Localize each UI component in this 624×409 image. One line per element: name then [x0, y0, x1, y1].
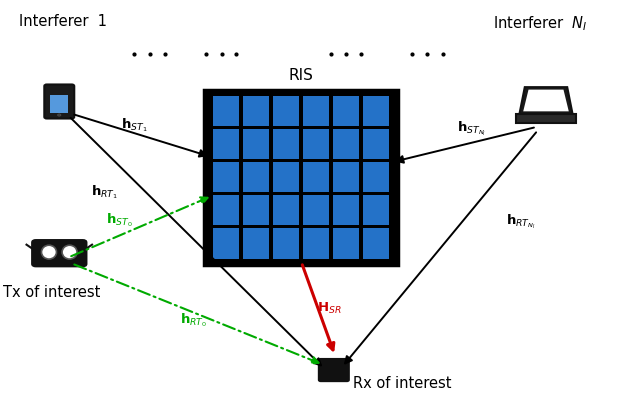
Bar: [333, 196, 359, 226]
Text: Interferer  1: Interferer 1: [19, 14, 107, 29]
Text: $\mathbf{h}_{ST_{N_I}}$: $\mathbf{h}_{ST_{N_I}}$: [457, 119, 485, 138]
Bar: [243, 130, 269, 160]
Text: $\mathbf{h}_{RT_{N_I}}$: $\mathbf{h}_{RT_{N_I}}$: [506, 211, 536, 230]
Bar: [333, 97, 359, 127]
Ellipse shape: [62, 245, 77, 259]
Text: RIS: RIS: [289, 68, 314, 83]
Text: $\mathbf{h}_{RT_1}$: $\mathbf{h}_{RT_1}$: [91, 184, 119, 201]
Bar: [273, 163, 299, 193]
FancyBboxPatch shape: [32, 240, 86, 267]
Bar: [303, 229, 329, 259]
Bar: [213, 97, 239, 127]
Bar: [204, 91, 398, 265]
Bar: [303, 163, 329, 193]
FancyBboxPatch shape: [44, 85, 74, 119]
Bar: [303, 97, 329, 127]
FancyBboxPatch shape: [51, 95, 68, 114]
Bar: [213, 130, 239, 160]
Bar: [363, 229, 389, 259]
Circle shape: [57, 115, 61, 117]
Ellipse shape: [41, 245, 56, 259]
FancyBboxPatch shape: [319, 359, 349, 381]
Bar: [333, 163, 359, 193]
Bar: [363, 130, 389, 160]
Text: Tx of interest: Tx of interest: [3, 284, 100, 299]
Text: $\mathbf{h}_{RT_0}$: $\mathbf{h}_{RT_0}$: [180, 311, 207, 328]
Bar: [363, 97, 389, 127]
Text: Rx of interest: Rx of interest: [353, 375, 451, 391]
Text: $\mathbf{H}_{SR}$: $\mathbf{H}_{SR}$: [316, 300, 341, 315]
Polygon shape: [519, 88, 573, 115]
Bar: [363, 163, 389, 193]
Text: Interferer  $N_I$: Interferer $N_I$: [493, 14, 587, 33]
Bar: [243, 229, 269, 259]
Bar: [333, 130, 359, 160]
Bar: [363, 196, 389, 226]
Bar: [213, 229, 239, 259]
Bar: [213, 163, 239, 193]
Bar: [303, 130, 329, 160]
Bar: [333, 229, 359, 259]
Bar: [273, 97, 299, 127]
Text: $\mathbf{h}_{ST_1}$: $\mathbf{h}_{ST_1}$: [121, 116, 147, 133]
Bar: [243, 97, 269, 127]
Text: $\mathbf{h}_{ST_0}$: $\mathbf{h}_{ST_0}$: [107, 211, 133, 229]
Bar: [273, 130, 299, 160]
FancyBboxPatch shape: [515, 115, 577, 124]
Bar: [243, 163, 269, 193]
Bar: [243, 196, 269, 226]
Polygon shape: [523, 90, 568, 112]
Bar: [303, 196, 329, 226]
Bar: [273, 229, 299, 259]
Bar: [213, 196, 239, 226]
Bar: [273, 196, 299, 226]
